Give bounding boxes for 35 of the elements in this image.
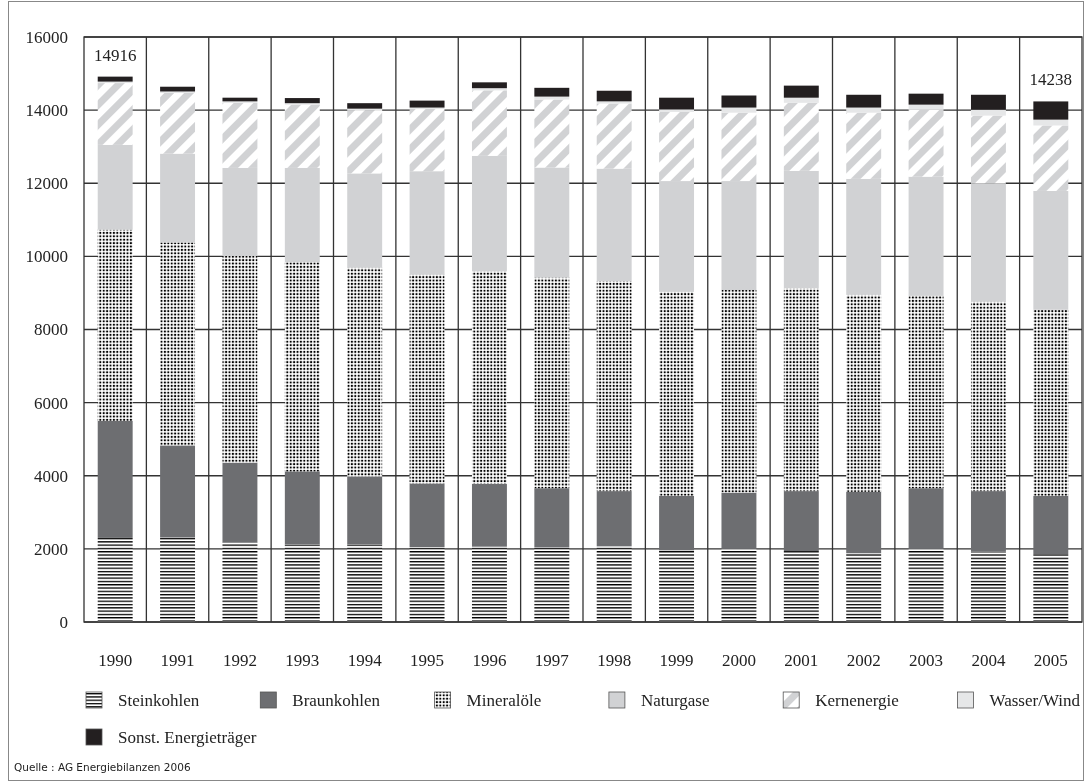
- x-tick-label: 1994: [347, 651, 383, 670]
- total-label: 14916: [93, 45, 137, 65]
- x-tick-label: 1992: [222, 651, 257, 670]
- x-tick-label: 1997: [534, 651, 570, 670]
- x-tick-label: 1998: [597, 651, 632, 670]
- total-label: 14238: [1029, 70, 1073, 90]
- y-tick-label: 12000: [25, 174, 68, 194]
- x-tick-label: 1995: [410, 651, 445, 670]
- x-tick-label: 2001: [784, 651, 819, 670]
- x-tick-label: 1996: [472, 651, 507, 670]
- y-tick-label: 16000: [25, 27, 68, 47]
- x-tick-label: 2002: [846, 651, 881, 670]
- x-tick-label: 2005: [1033, 651, 1068, 670]
- x-tick-label: 1990: [98, 651, 133, 670]
- x-tick-label: 1993: [285, 651, 320, 670]
- x-tick-label: 1991: [160, 651, 195, 670]
- y-tick-label: 10000: [25, 247, 68, 267]
- y-tick-label: 0: [59, 612, 68, 632]
- legend-label: Braunkohlen: [292, 690, 381, 710]
- x-tick-label: 1999: [659, 651, 694, 670]
- legend-label: Sonst. Energieträger: [118, 727, 257, 747]
- y-tick-label: 6000: [34, 393, 68, 413]
- x-tick-label: 2003: [909, 651, 944, 670]
- y-tick-label: 8000: [34, 320, 68, 340]
- y-tick-label: 4000: [34, 466, 68, 486]
- legend-label: Mineralöle: [466, 690, 542, 710]
- y-tick-label: 14000: [25, 101, 68, 121]
- source-note: Quelle : AG Energiebilanzen 2006: [14, 761, 191, 773]
- legend-label: Kernenergie: [815, 690, 899, 710]
- x-tick-label: 2000: [721, 651, 756, 670]
- x-tick-label: 2004: [971, 651, 1006, 670]
- legend-label: Steinkohlen: [118, 690, 200, 710]
- legend-label: Naturgase: [640, 690, 710, 710]
- y-tick-label: 2000: [34, 539, 68, 559]
- legend-label: Wasser/Wind: [989, 690, 1081, 710]
